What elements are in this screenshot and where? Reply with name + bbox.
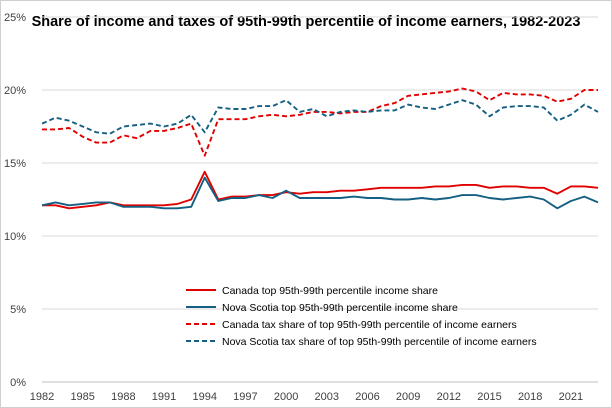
series-line-1 xyxy=(42,170,599,210)
y-tick-label: 15% xyxy=(4,158,26,170)
legend-label: Canada top 95th-99th percentile income s… xyxy=(222,285,438,297)
x-tick-label: 2003 xyxy=(315,391,339,403)
x-tick-label: 1982 xyxy=(30,391,54,403)
x-tick-label: 1985 xyxy=(70,391,94,403)
series-line-2 xyxy=(41,176,599,210)
x-tick-label: 1988 xyxy=(111,391,135,403)
x-tick-label: 2021 xyxy=(559,391,583,403)
y-tick-label: 10% xyxy=(4,231,26,243)
series-lines xyxy=(41,87,599,210)
legend-label: Nova Scotia top 95th-99th percentile inc… xyxy=(222,302,458,314)
gridlines xyxy=(42,16,598,310)
y-tick-label: 5% xyxy=(10,304,26,316)
x-tick-label: 1991 xyxy=(152,391,176,403)
chart-title: Share of income and taxes of 95th-99th p… xyxy=(31,14,581,30)
x-tick-label: 1997 xyxy=(233,391,257,403)
legend-label: Nova Scotia tax share of top 95th-99th p… xyxy=(222,336,537,348)
x-tick-label: 2012 xyxy=(437,391,461,403)
legend: Canada top 95th-99th percentile income s… xyxy=(186,285,537,348)
x-tick-label: 1994 xyxy=(192,391,216,403)
x-tick-label: 2015 xyxy=(477,391,501,403)
series-line-3 xyxy=(42,87,598,157)
x-tick-label: 2009 xyxy=(396,391,420,403)
axes: 0% 5% 10% 15% 20% 25% 1982 1985 1988 1991 1994 1997… xyxy=(4,12,598,403)
y-tick-label: 20% xyxy=(4,85,26,97)
x-tick-label: 2000 xyxy=(274,391,298,403)
series-line-4 xyxy=(41,99,599,135)
legend-label: Canada tax share of top 95th-99th percen… xyxy=(222,319,517,331)
y-tick-label: 25% xyxy=(4,12,26,24)
y-tick-label: 0% xyxy=(10,377,26,389)
x-tick-label: 2018 xyxy=(518,391,542,403)
x-tick-label: 2006 xyxy=(355,391,379,403)
